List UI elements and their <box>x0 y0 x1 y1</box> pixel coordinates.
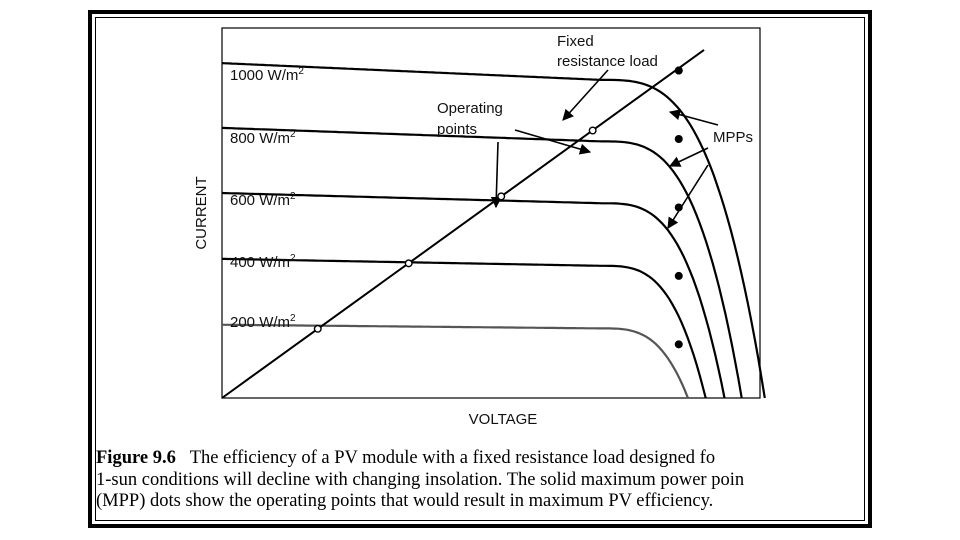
arrow-fixed-load <box>562 69 609 121</box>
arrows-group <box>490 69 719 229</box>
annotation-operating-line2: points <box>437 121 477 138</box>
iv-curve-1000 <box>221 62 766 399</box>
mpp-dot-1000 <box>674 66 683 75</box>
annotation-mpps: MPPs <box>713 129 753 146</box>
curve-label-200: 200 W/m2 <box>230 313 296 331</box>
iv-curve-600 <box>221 191 726 399</box>
arrow-operating-800 <box>514 129 592 155</box>
mpp-dot-600 <box>674 203 683 212</box>
curve-label-800: 800 W/m2 <box>230 129 296 147</box>
arrow-mpp-600 <box>667 164 709 229</box>
mpp-dot-400 <box>674 271 683 280</box>
curve-label-600: 600 W/m2 <box>230 191 296 209</box>
arrow-mpp-1000 <box>668 109 719 126</box>
y-axis-label: CURRENT <box>193 176 210 249</box>
arrow-operating-600 <box>490 141 502 209</box>
operating-point-3 <box>497 192 506 201</box>
caption-line-1: Figure 9.6 The efficiency of a PV module… <box>96 448 868 470</box>
curves-group <box>221 49 766 399</box>
mpp-dot-800 <box>674 135 683 143</box>
caption-line-2: 1-sun conditions will decline with chang… <box>96 469 745 490</box>
x-axis-label: VOLTAGE <box>469 411 538 428</box>
load-line <box>221 49 705 399</box>
caption-text-1: The efficiency of a PV module with a fix… <box>189 448 716 468</box>
arrow-mpp-800 <box>668 147 709 167</box>
figure-caption: Figure 9.6 The efficiency of a PV module… <box>96 448 868 524</box>
operating-point-1 <box>313 324 322 333</box>
curve-label-1000: 1000 W/m2 <box>230 66 304 84</box>
plot-area <box>221 27 761 399</box>
annotation-fixed-line2: resistance load <box>557 53 658 70</box>
mpp-dot-200 <box>674 340 683 349</box>
figure-inner-border <box>95 17 865 521</box>
curve-label-400: 400 W/m2 <box>230 253 296 271</box>
caption-line-3: (MPP) dots show the operating points tha… <box>96 491 714 511</box>
iv-curve-800 <box>221 126 743 399</box>
operating-point-2 <box>404 259 413 268</box>
annotation-operating-line1: Operating <box>437 100 503 117</box>
iv-curve-200 <box>221 323 689 399</box>
iv-curve-400 <box>222 257 707 399</box>
points-group <box>313 66 683 349</box>
annotation-fixed-line1: Fixed <box>557 33 594 50</box>
caption-label: Figure 9.6 <box>96 448 176 468</box>
operating-point-4 <box>588 126 597 135</box>
